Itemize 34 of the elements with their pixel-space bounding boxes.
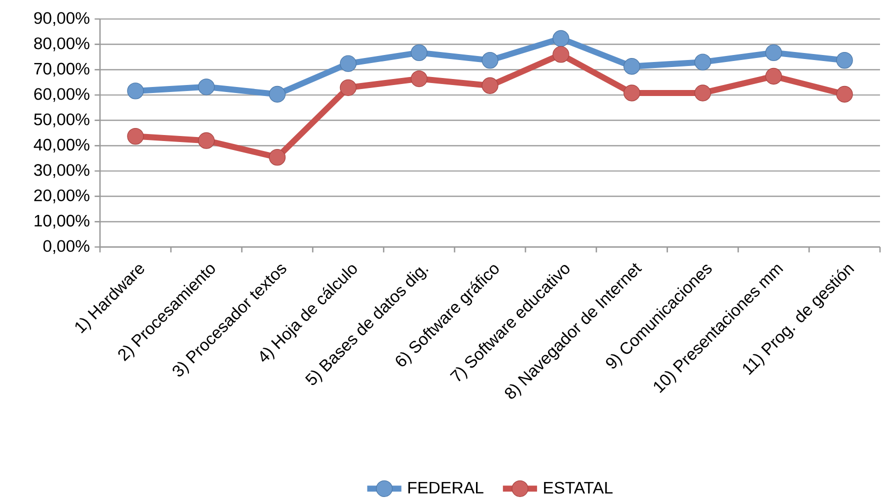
- point: [552, 46, 570, 63]
- point: [482, 77, 498, 94]
- legend-label: ESTATAL: [544, 482, 613, 494]
- point: [765, 44, 782, 62]
- y-tick-label: 20,00%: [34, 189, 90, 204]
- point: [482, 52, 498, 69]
- point: [268, 148, 286, 166]
- y-tick-label: 40,00%: [34, 138, 90, 153]
- point: [127, 82, 144, 100]
- y-tick-label: 90,00%: [34, 12, 90, 26]
- y-tick-label: 30,00%: [34, 164, 90, 178]
- point: [340, 55, 357, 72]
- y-tick-label: 80,00%: [34, 37, 90, 52]
- point: [198, 132, 215, 149]
- y-tick-label: 50,00%: [34, 113, 90, 128]
- point: [765, 68, 782, 85]
- point: [268, 86, 286, 103]
- point: [410, 70, 428, 88]
- y-tick-label: 70,00%: [34, 62, 90, 77]
- point: [623, 84, 640, 102]
- point: [198, 78, 215, 96]
- y-tick-label: 10,00%: [34, 214, 90, 229]
- point: [340, 79, 357, 96]
- point: [552, 30, 570, 47]
- point: [836, 52, 853, 69]
- point: [694, 84, 712, 102]
- point: [694, 54, 712, 70]
- point: [127, 128, 144, 145]
- legend-label: FEDERAL: [408, 482, 484, 494]
- point: [410, 44, 428, 62]
- y-tick-label: 0,00%: [43, 240, 90, 254]
- point: [836, 86, 853, 103]
- y-tick-label: 60,00%: [34, 88, 90, 102]
- point: [623, 58, 640, 75]
